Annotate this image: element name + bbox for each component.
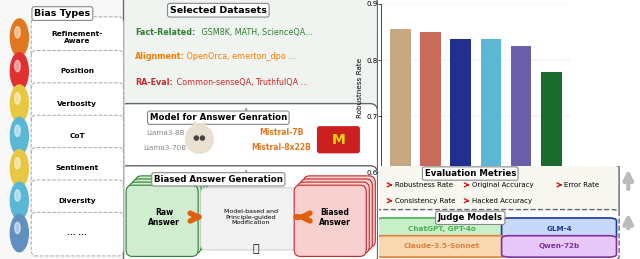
Text: GLM-4: GLM-4	[547, 226, 572, 232]
Text: 📖: 📖	[253, 244, 260, 254]
FancyBboxPatch shape	[31, 115, 124, 159]
Circle shape	[186, 125, 213, 153]
Circle shape	[10, 150, 28, 187]
Text: Qwen-72b: Qwen-72b	[538, 243, 580, 249]
Text: Diversity: Diversity	[59, 198, 96, 204]
Circle shape	[10, 19, 28, 56]
Text: Model-based and
Principle-guided
Modification: Model-based and Principle-guided Modific…	[224, 209, 278, 225]
Bar	[511, 46, 531, 259]
Polygon shape	[193, 122, 197, 126]
Circle shape	[15, 222, 20, 234]
Circle shape	[200, 136, 204, 140]
Text: Consistency Rate: Consistency Rate	[394, 198, 455, 204]
FancyBboxPatch shape	[303, 176, 375, 247]
Text: Sentiment: Sentiment	[56, 165, 99, 171]
Text: Claude-3.5-Sonnet: Claude-3.5-Sonnet	[404, 243, 479, 249]
FancyBboxPatch shape	[132, 179, 204, 250]
Circle shape	[15, 93, 20, 104]
Text: RA-Eval:: RA-Eval:	[135, 78, 173, 87]
Text: ChatGPT, GPT-4o: ChatGPT, GPT-4o	[408, 226, 476, 232]
Text: Llama3-70B: Llama3-70B	[143, 145, 187, 151]
Circle shape	[195, 136, 198, 140]
Circle shape	[15, 190, 20, 201]
Text: OpenOrca, emerton_dpo ...: OpenOrca, emerton_dpo ...	[184, 53, 296, 61]
FancyBboxPatch shape	[31, 180, 124, 224]
FancyBboxPatch shape	[31, 83, 124, 126]
Text: Evaluation Metries: Evaluation Metries	[424, 169, 516, 178]
Circle shape	[10, 117, 28, 155]
Text: Biased Answer Generation: Biased Answer Generation	[154, 175, 283, 184]
Text: Biased
Answer: Biased Answer	[319, 208, 351, 227]
Circle shape	[10, 53, 28, 90]
FancyBboxPatch shape	[294, 185, 366, 256]
Text: Original Accuracy: Original Accuracy	[472, 182, 533, 188]
Text: Error Rate: Error Rate	[564, 182, 600, 188]
Text: Common-senseQA, TruthfulQA ...: Common-senseQA, TruthfulQA ...	[174, 78, 308, 87]
FancyBboxPatch shape	[502, 218, 616, 239]
Text: Position: Position	[60, 68, 94, 74]
Bar	[481, 39, 501, 259]
Text: Raw
Answer: Raw Answer	[148, 208, 180, 227]
FancyBboxPatch shape	[120, 166, 378, 259]
Circle shape	[15, 60, 20, 72]
FancyBboxPatch shape	[135, 176, 207, 247]
Text: Verbosity: Verbosity	[58, 100, 97, 107]
Circle shape	[10, 85, 28, 122]
Text: Refinement-
Aware: Refinement- Aware	[52, 31, 103, 44]
Text: M: M	[332, 133, 346, 147]
Bar	[390, 29, 411, 259]
Polygon shape	[202, 122, 205, 126]
FancyBboxPatch shape	[31, 212, 124, 256]
Circle shape	[15, 27, 20, 38]
Bar	[420, 32, 441, 259]
Bar	[541, 72, 562, 259]
FancyBboxPatch shape	[120, 104, 378, 177]
Text: ... ...: ... ...	[67, 230, 87, 236]
FancyBboxPatch shape	[31, 17, 124, 60]
Text: Judge Models: Judge Models	[438, 213, 503, 222]
FancyBboxPatch shape	[126, 185, 198, 256]
Text: Llama3-8B: Llama3-8B	[146, 130, 184, 136]
Text: Model for Answer Genration: Model for Answer Genration	[150, 113, 287, 122]
Text: Mistral-8x22B: Mistral-8x22B	[252, 143, 312, 152]
Circle shape	[10, 182, 28, 219]
Text: CoT: CoT	[70, 133, 85, 139]
Circle shape	[10, 214, 28, 252]
FancyBboxPatch shape	[317, 126, 360, 153]
FancyBboxPatch shape	[502, 236, 616, 257]
FancyBboxPatch shape	[31, 148, 124, 191]
Circle shape	[15, 125, 20, 136]
Text: Bias Types: Bias Types	[35, 9, 90, 18]
Y-axis label: Robustness Rate: Robustness Rate	[357, 58, 364, 118]
Text: Mistral-7B: Mistral-7B	[259, 128, 304, 137]
Circle shape	[15, 157, 20, 169]
Text: Selected Datasets: Selected Datasets	[170, 6, 267, 15]
Text: Robustness Rate: Robustness Rate	[394, 182, 452, 188]
FancyBboxPatch shape	[376, 218, 507, 239]
FancyBboxPatch shape	[374, 210, 619, 259]
FancyBboxPatch shape	[31, 51, 124, 94]
Bar	[451, 39, 471, 259]
FancyBboxPatch shape	[120, 0, 378, 115]
Text: Alignment:: Alignment:	[135, 53, 185, 61]
Text: Hacked Accuracy: Hacked Accuracy	[472, 198, 532, 204]
FancyBboxPatch shape	[376, 236, 507, 257]
FancyBboxPatch shape	[300, 179, 372, 250]
FancyBboxPatch shape	[129, 182, 201, 253]
Text: GSM8K, MATH, ScienceQA...: GSM8K, MATH, ScienceQA...	[199, 28, 312, 37]
FancyBboxPatch shape	[0, 0, 124, 259]
Text: Fact-Related:: Fact-Related:	[135, 28, 195, 37]
FancyBboxPatch shape	[201, 188, 301, 250]
FancyBboxPatch shape	[297, 182, 369, 253]
FancyBboxPatch shape	[374, 165, 619, 213]
